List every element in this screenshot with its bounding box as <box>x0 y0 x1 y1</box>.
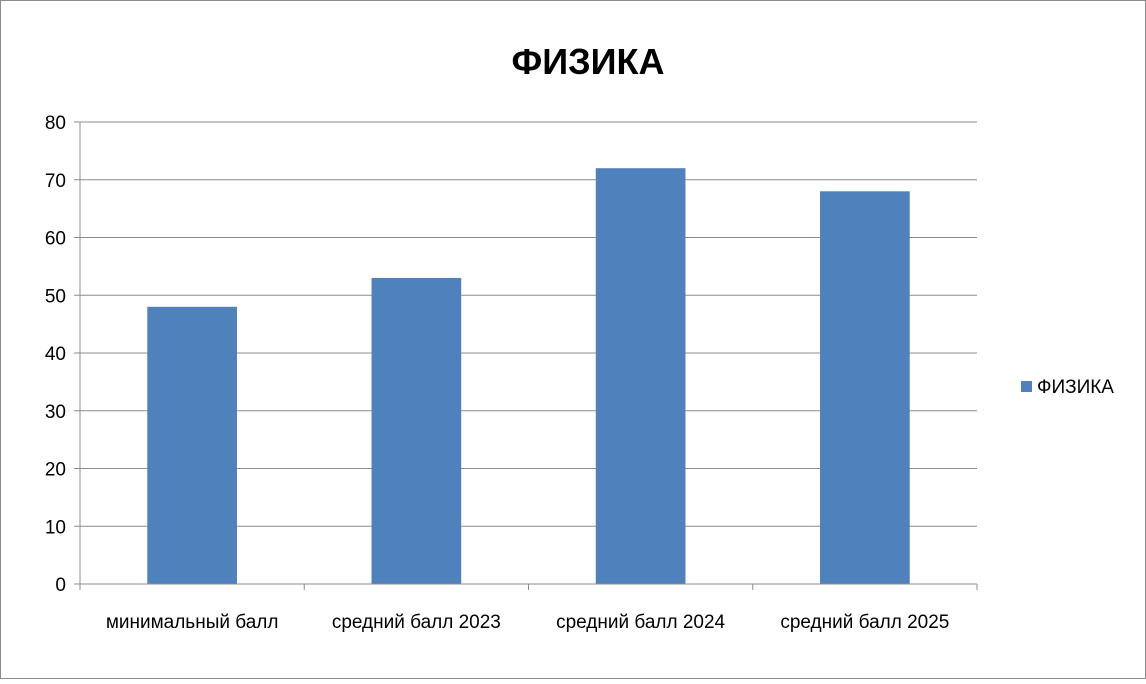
y-tick-label: 0 <box>55 575 66 596</box>
x-tick-label: минимальный балл <box>106 612 279 633</box>
y-tick-label: 70 <box>45 171 66 192</box>
bar <box>820 191 910 585</box>
bar <box>147 306 237 584</box>
legend-label: ФИЗИКА <box>1037 377 1114 398</box>
y-tick-label: 50 <box>45 286 66 307</box>
x-tick-label: средний балл 2025 <box>780 612 949 633</box>
x-tick-labels: минимальный балл средний балл 2023 средний… <box>106 612 950 633</box>
y-tick-label: 20 <box>45 460 66 481</box>
bar <box>595 168 686 584</box>
y-tick-label: 60 <box>45 229 66 250</box>
x-tick-label: средний балл 2024 <box>556 612 725 633</box>
y-tick-label: 80 <box>45 113 66 134</box>
bars <box>147 168 910 585</box>
legend-swatch <box>1021 381 1032 392</box>
y-tick-labels: 0 10 20 30 40 50 60 70 80 <box>45 113 66 596</box>
legend: ФИЗИКА <box>1021 377 1114 398</box>
y-tick-label: 10 <box>45 517 66 538</box>
y-tick-label: 40 <box>45 344 66 365</box>
y-tick-label: 30 <box>45 402 66 423</box>
axes <box>74 121 978 590</box>
bar <box>371 277 462 584</box>
x-tick-label: средний балл 2023 <box>332 612 501 633</box>
chart-title: ФИЗИКА <box>512 41 665 82</box>
